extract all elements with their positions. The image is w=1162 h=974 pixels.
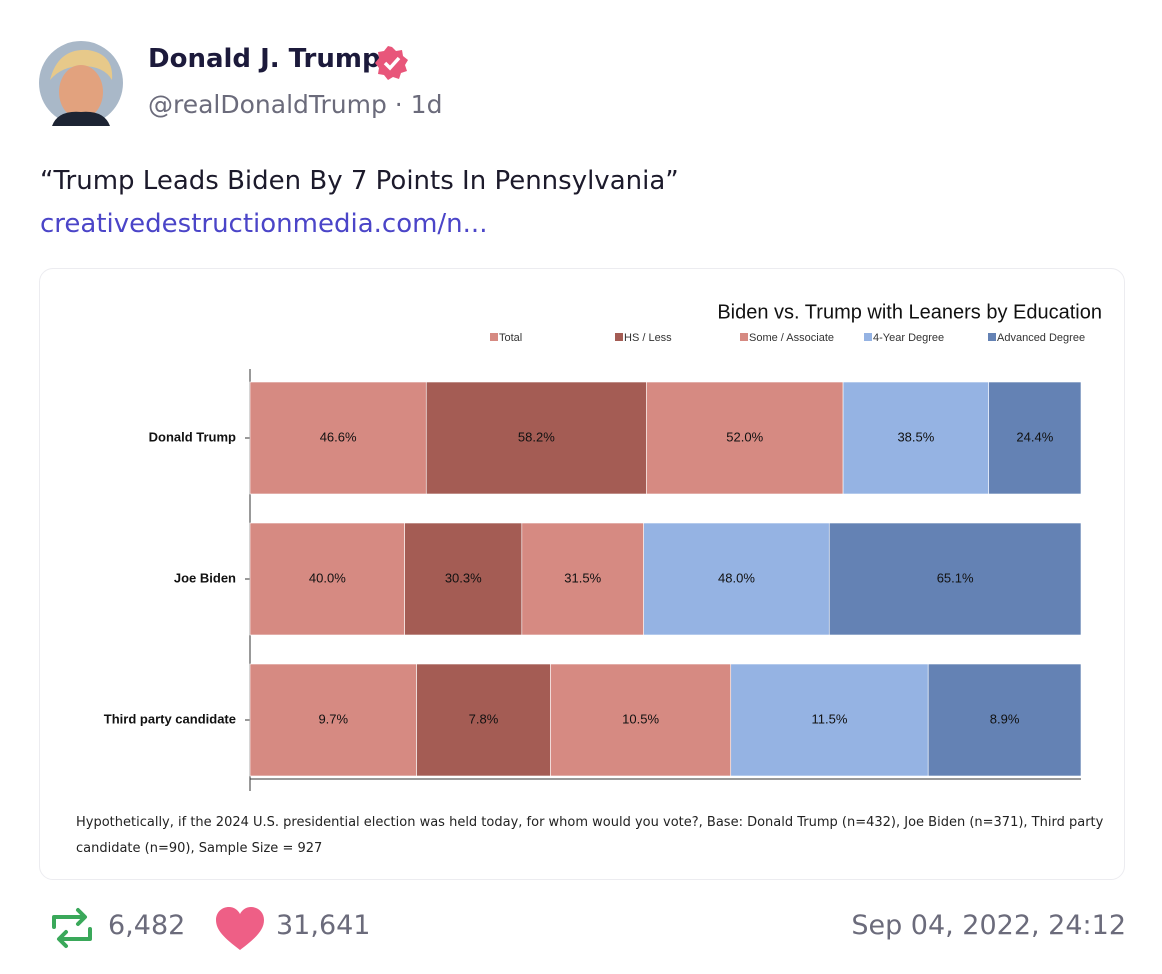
avatar[interactable] (38, 40, 124, 126)
value-label: 38.5% (897, 429, 934, 444)
media-card[interactable]: Biden vs. Trump with Leaners by Educatio… (39, 268, 1125, 880)
value-label: 30.3% (445, 570, 482, 585)
value-label: 9.7% (318, 711, 348, 726)
legend-swatch (490, 333, 498, 341)
chart: Biden vs. Trump with Leaners by Educatio… (104, 301, 1102, 791)
value-label: 40.0% (309, 570, 346, 585)
value-label: 24.4% (1016, 429, 1053, 444)
value-label: 46.6% (320, 429, 357, 444)
post-link[interactable]: creativedestructionmedia.com/n... (40, 209, 488, 239)
bar-segment (249, 663, 417, 777)
y-tick-label: Donald Trump (149, 429, 236, 444)
bar-segment (842, 381, 990, 495)
value-label: 52.0% (726, 429, 763, 444)
bar-segment (730, 663, 929, 777)
bar-segment (988, 381, 1082, 495)
value-label: 11.5% (812, 711, 848, 726)
like-count: 31,641 (276, 910, 371, 941)
post-text: “Trump Leads Biden By 7 Points In Pennsy… (40, 166, 679, 196)
bar-segment (521, 522, 644, 636)
legend-swatch (988, 333, 996, 341)
bar-segment (927, 663, 1082, 777)
legend-label: Total (499, 332, 522, 344)
handle: @realDonaldTrump · 1d (148, 90, 443, 119)
post-date: Sep 04, 2022, 24:12 (851, 910, 1126, 941)
retweet-count: 6,482 (108, 910, 186, 941)
y-tick-label: Third party candidate (104, 711, 236, 726)
legend-swatch (864, 333, 872, 341)
bar-segment (828, 522, 1082, 636)
author-name[interactable]: Donald J. Trump (148, 44, 381, 74)
legend-label: Advanced Degree (997, 332, 1085, 344)
bar-segment (416, 663, 551, 777)
bar-segment (249, 381, 427, 495)
value-label: 31.5% (564, 570, 601, 585)
value-label: 10.5% (622, 711, 659, 726)
bar-segment (646, 381, 844, 495)
like-icon[interactable] (214, 906, 266, 952)
value-label: 48.0% (718, 570, 755, 585)
retweet-icon[interactable] (48, 905, 96, 951)
verified-badge (375, 46, 408, 80)
bar-segment (249, 522, 405, 636)
value-label: 8.9% (990, 711, 1020, 726)
legend-label: 4-Year Degree (873, 332, 944, 344)
bar-segment (550, 663, 732, 777)
legend-swatch (740, 333, 748, 341)
chart-footnote: Hypothetically, if the 2024 U.S. preside… (76, 815, 1104, 856)
chart-title: Biden vs. Trump with Leaners by Educatio… (717, 301, 1102, 323)
value-label: 58.2% (518, 429, 555, 444)
legend-label: Some / Associate (749, 332, 834, 344)
value-label: 7.8% (469, 711, 499, 726)
bar-segment (404, 522, 523, 636)
y-tick-label: Joe Biden (174, 570, 236, 585)
value-label: 65.1% (937, 570, 974, 585)
legend-swatch (615, 333, 623, 341)
legend-label: HS / Less (624, 332, 672, 344)
bar-segment (643, 522, 830, 636)
